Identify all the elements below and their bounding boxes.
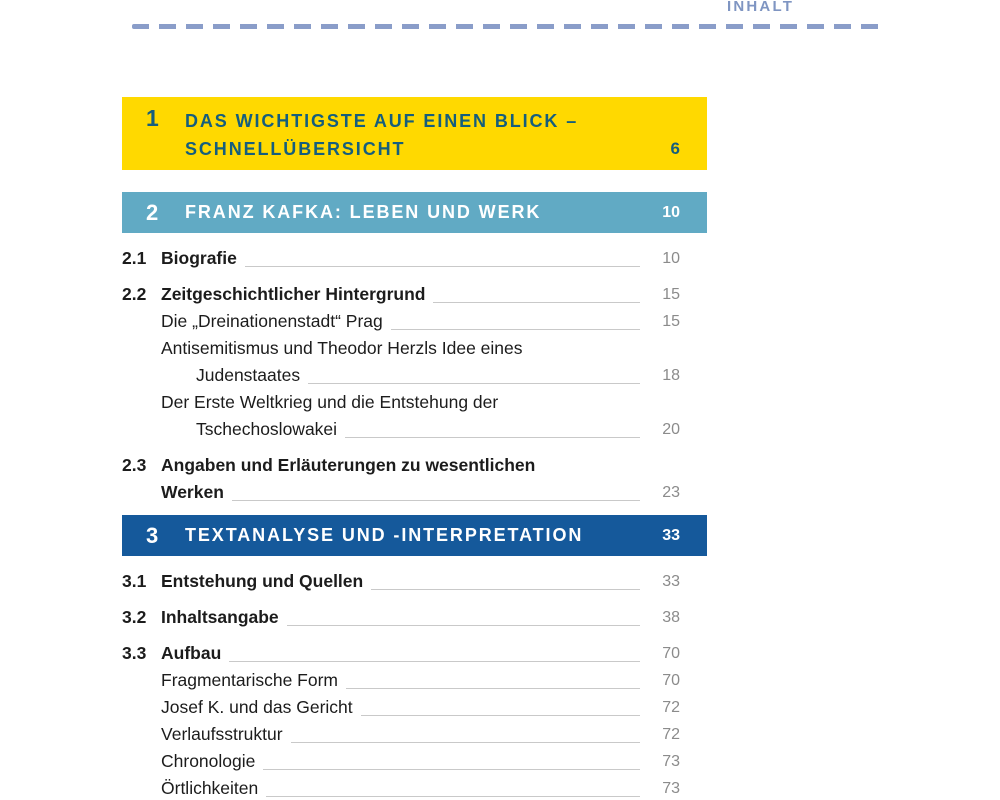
toc-leader-line (345, 437, 640, 438)
toc-entry-title: Örtlichkeiten (161, 778, 259, 798)
header-dashed-rule (132, 24, 880, 29)
toc-entry-number: 3.2 (122, 607, 147, 627)
chapter-3-banner: 3 TEXTANALYSE UND -INTERPRETATION 33 (122, 515, 707, 556)
toc-entry-number: 3.3 (122, 643, 147, 663)
toc-entry-title: Biografie (161, 248, 237, 268)
toc-row: Chronologie 73 (122, 748, 707, 800)
chapter-title-line1: DAS WICHTIGSTE AUF EINEN BLICK – (185, 111, 579, 131)
toc-entry-number (122, 362, 161, 389)
toc-entry-number: 3.1 (122, 571, 147, 591)
toc-entry-number: 2.1 (122, 248, 147, 268)
toc-entry-title: Fragmentarische Form (161, 670, 338, 690)
toc-entry-number (122, 308, 161, 335)
toc-row: 3.2 Inhaltsangabe 38 (122, 604, 707, 800)
chapter-title-line2: SCHNELLÜBERSICHT (185, 139, 406, 159)
toc-row: 2.1 Biografie 10 (122, 245, 707, 800)
toc-entry-title: Entstehung und Quellen (161, 571, 364, 591)
toc-entry-number (122, 667, 161, 694)
toc-row: Verlaufsstruktur 72 (122, 721, 707, 800)
chapter-number: 1 (146, 105, 159, 131)
chapter-page-number: 10 (662, 203, 680, 221)
section-3-toc-list: 3.1 Entstehung und Quellen 33 3.2 Inhaltsang… (122, 568, 707, 800)
toc-entry-title: Die „Dreinationenstadt“ Prag (161, 311, 383, 331)
toc-entry-title: Chronologie (161, 751, 256, 771)
toc-entry-number (122, 721, 161, 748)
toc-leader-line (360, 715, 640, 716)
toc-entry-number (122, 775, 161, 800)
toc-entry-number (122, 335, 161, 362)
toc-entry-title: Inhaltsangabe (161, 607, 279, 627)
chapter-1-banner: 1 DAS WICHTIGSTE AUF EINEN BLICK – SCHNE… (122, 97, 707, 170)
toc-entry-title: Josef K. und das Gericht (161, 697, 353, 717)
toc-entry-number (122, 389, 161, 416)
toc-row: 2.3 Angaben und Erläuterungen zu wesentli… (122, 452, 707, 479)
toc-row: Die „Dreinationenstadt“ Prag 15 (122, 308, 707, 800)
toc-leader-line (229, 661, 640, 662)
toc-leader-line (346, 688, 640, 689)
toc-row: Örtlichkeiten 73 (122, 775, 707, 800)
toc-row: Werken 23 (122, 479, 707, 800)
toc-entry-number (122, 748, 161, 775)
toc-leader-line (286, 625, 640, 626)
toc-entry-number (122, 416, 161, 443)
chapter-number: 3 (146, 522, 159, 548)
chapter-number: 2 (146, 199, 159, 225)
toc-entry-number (122, 479, 161, 506)
chapter-page-number: 33 (662, 526, 680, 544)
toc-content: 1 DAS WICHTIGSTE AUF EINEN BLICK – SCHNE… (122, 97, 707, 800)
toc-leader-line (433, 302, 640, 303)
toc-row: 2.2 Zeitgeschichtlicher Hintergrund 15 (122, 281, 707, 800)
chapter-title: TEXTANALYSE UND -INTERPRETATION (185, 525, 584, 545)
toc-entry-number (122, 694, 161, 721)
toc-leader-line (390, 329, 640, 330)
chapter-title: DAS WICHTIGSTE AUF EINEN BLICK – SCHNELL… (185, 97, 578, 163)
toc-leader-line (308, 383, 640, 384)
toc-entry-title: Angaben und Erläuterungen zu wesentliche… (161, 455, 536, 475)
toc-leader-line (244, 266, 640, 267)
toc-row: 3.3 Aufbau 70 (122, 640, 707, 800)
toc-entry-page: 73 (650, 775, 680, 800)
toc-entry-title: Der Erste Weltkrieg und die Entstehung d… (161, 392, 499, 412)
toc-row: Judenstaates 18 (122, 362, 707, 800)
toc-entry-title: Antisemitismus und Theodor Herzls Idee e… (161, 338, 523, 358)
toc-row: Der Erste Weltkrieg und die Entstehung d… (122, 389, 707, 416)
toc-entry-title: Zeitgeschichtlicher Hintergrund (161, 284, 426, 304)
toc-row: Josef K. und das Gericht 72 (122, 694, 707, 800)
toc-leader-line (231, 500, 640, 501)
toc-entry-number: 2.2 (122, 284, 147, 304)
toc-leader-line (263, 769, 640, 770)
toc-leader-line (290, 742, 640, 743)
toc-row: 3.1 Entstehung und Quellen 33 (122, 568, 707, 800)
toc-entry-title: Werken (161, 482, 224, 502)
toc-row: Antisemitismus und Theodor Herzls Idee e… (122, 335, 707, 362)
toc-entry-title: Verlaufsstruktur (161, 724, 283, 744)
chapter-title: FRANZ KAFKA: LEBEN UND WERK (185, 202, 542, 222)
toc-entry-title: Judenstaates (196, 365, 301, 385)
toc-row: Fragmentarische Form 70 (122, 667, 707, 800)
toc-leader-line (371, 589, 640, 590)
toc-entry-title: Tschechoslowakei (196, 419, 338, 439)
page-header-label: INHALT (727, 0, 795, 15)
toc-leader-line (266, 796, 640, 797)
toc-row: Tschechoslowakei 20 (122, 416, 707, 800)
toc-entry-title: Aufbau (161, 643, 222, 663)
toc-entry-number: 2.3 (122, 455, 147, 475)
chapter-2-banner: 2 FRANZ KAFKA: LEBEN UND WERK 10 (122, 192, 707, 233)
section-2-toc-list: 2.1 Biografie 10 2.2 Zeitgeschichtlicher Hin… (122, 245, 707, 800)
chapter-page-number: 6 (670, 139, 680, 158)
